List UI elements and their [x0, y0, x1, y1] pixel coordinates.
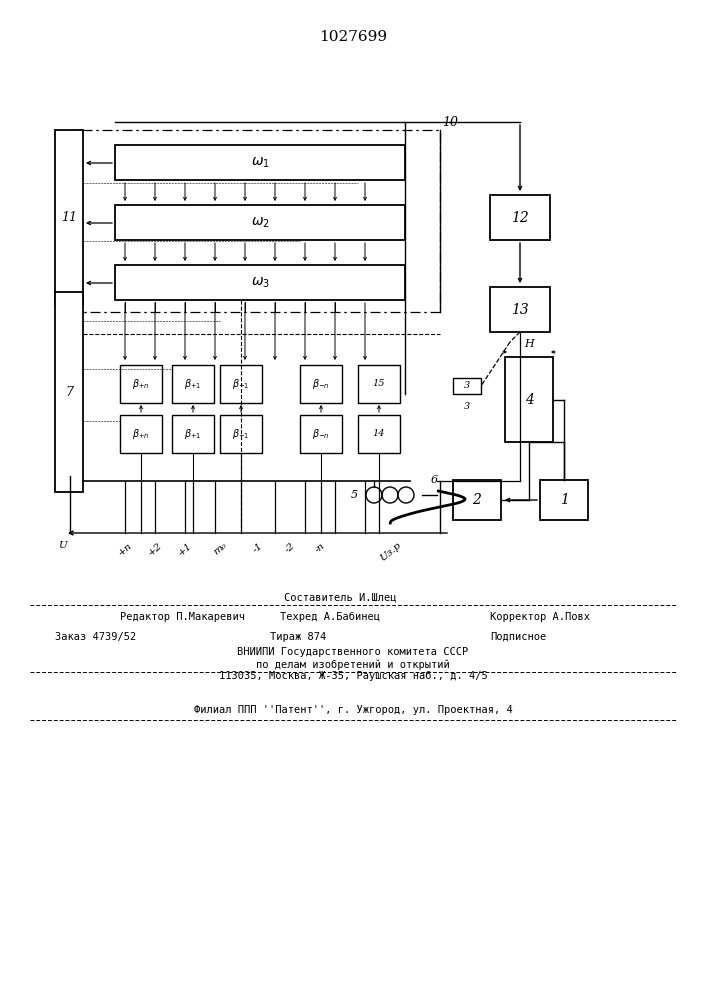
Text: $\beta_{-n}$: $\beta_{-n}$ [312, 427, 330, 441]
Text: Заказ 4739/52: Заказ 4739/52 [55, 632, 136, 642]
Text: 5: 5 [351, 490, 358, 500]
Text: -1: -1 [251, 541, 264, 554]
Text: $\beta_{-1}$: $\beta_{-1}$ [232, 427, 250, 441]
Bar [70, 130, 440, 312]
Text: $\beta_{+1}$: $\beta_{+1}$ [185, 377, 201, 391]
Text: H: H [524, 339, 534, 349]
Text: 3: 3 [464, 402, 470, 411]
Bar [172, 365, 214, 403]
Bar [300, 415, 342, 453]
Bar [505, 357, 553, 442]
Bar [300, 365, 342, 403]
Bar [220, 415, 262, 453]
Text: -2: -2 [284, 541, 297, 554]
Text: Техред А.Бабинец: Техред А.Бабинец [280, 612, 380, 622]
Text: m₀: m₀ [211, 541, 228, 557]
Text: 13: 13 [511, 302, 529, 316]
Bar [453, 480, 501, 520]
Text: 113035, Москва, Ж-35, Раушская наб., д. 4/5: 113035, Москва, Ж-35, Раушская наб., д. … [218, 671, 487, 681]
Text: 2: 2 [472, 493, 481, 507]
Text: 10: 10 [442, 115, 458, 128]
Text: Uз.p: Uз.p [378, 541, 402, 563]
Text: по делам изобретений и открытий: по делам изобретений и открытий [256, 659, 450, 670]
Text: 11: 11 [61, 211, 77, 224]
Text: Редактор П.Макаревич: Редактор П.Макаревич [120, 612, 245, 622]
Bar [358, 415, 400, 453]
Bar [540, 480, 588, 520]
Text: Тираж 874: Тираж 874 [270, 632, 326, 642]
Bar [358, 365, 400, 403]
Text: Составитель И.Шлец: Составитель И.Шлец [284, 592, 396, 602]
Text: ВНИИПИ Государственного комитета СССР: ВНИИПИ Государственного комитета СССР [238, 647, 469, 657]
Text: +2: +2 [146, 541, 164, 558]
Text: Корректор А.Повх: Корректор А.Повх [490, 612, 590, 622]
Text: 3: 3 [464, 381, 470, 390]
Text: $\beta_{+1}$: $\beta_{+1}$ [185, 427, 201, 441]
Text: 7: 7 [65, 385, 73, 398]
Text: $\omega_2$: $\omega_2$ [250, 215, 269, 230]
Bar [115, 205, 405, 240]
Text: $\omega_3$: $\omega_3$ [250, 275, 269, 290]
Bar [453, 378, 481, 394]
Text: U: U [58, 541, 66, 550]
Text: 4: 4 [525, 392, 534, 406]
Text: 1: 1 [559, 493, 568, 507]
Bar [120, 365, 162, 403]
Text: -n: -n [313, 541, 327, 554]
Bar [115, 265, 405, 300]
Text: $\beta_{-n}$: $\beta_{-n}$ [312, 377, 330, 391]
Text: +n: +n [116, 541, 134, 558]
Text: 14: 14 [373, 430, 385, 438]
Text: Подписное: Подписное [490, 632, 547, 642]
Bar [172, 415, 214, 453]
Bar [55, 130, 83, 305]
Text: $\omega_1$: $\omega_1$ [250, 155, 269, 170]
Text: 1027699: 1027699 [319, 30, 387, 44]
Text: $\beta_{-1}$: $\beta_{-1}$ [232, 377, 250, 391]
Bar [490, 195, 550, 240]
Text: +1: +1 [176, 541, 194, 558]
Text: 12: 12 [511, 211, 529, 225]
Bar [115, 145, 405, 180]
Text: Филиал ППП ''Патент'', г. Ужгород, ул. Проектная, 4: Филиал ППП ''Патент'', г. Ужгород, ул. П… [194, 705, 513, 715]
Bar [490, 287, 550, 332]
Text: 6: 6 [431, 475, 438, 485]
Text: 15: 15 [373, 379, 385, 388]
Text: $\beta_{+n}$: $\beta_{+n}$ [132, 427, 150, 441]
Bar [55, 292, 83, 492]
Bar [120, 415, 162, 453]
Text: $\beta_{+n}$: $\beta_{+n}$ [132, 377, 150, 391]
Bar [220, 365, 262, 403]
